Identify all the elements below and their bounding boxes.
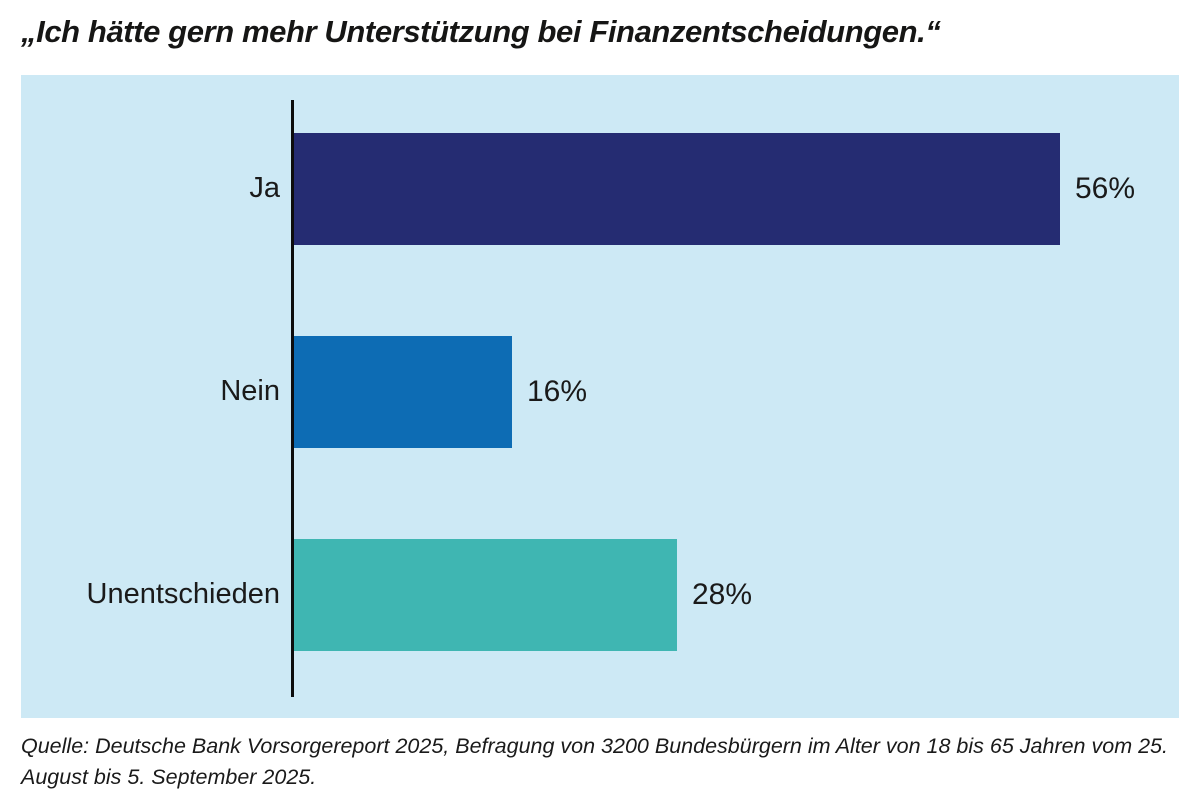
chart-row-nein: Nein 16% xyxy=(21,290,1179,493)
bar-unentschieden xyxy=(293,538,677,651)
chart-row-ja: Ja 56% xyxy=(21,87,1179,290)
chart-panel: Ja 56% Nein 16% Unentschieden 28% xyxy=(21,75,1179,718)
chart-title: „Ich hätte gern mehr Unterstützung bei F… xyxy=(21,14,941,49)
chart-rows: Ja 56% Nein 16% Unentschieden 28% xyxy=(21,87,1179,696)
value-label: 56% xyxy=(1075,171,1136,205)
bar-nein xyxy=(293,335,512,448)
value-label: 16% xyxy=(527,374,588,408)
value-label: 28% xyxy=(692,577,753,611)
source-note: Quelle: Deutsche Bank Vorsorgereport 202… xyxy=(21,734,1168,789)
bar-ja xyxy=(293,132,1060,245)
category-label: Nein xyxy=(220,375,280,407)
y-axis-line xyxy=(291,100,294,697)
category-label: Ja xyxy=(249,172,280,204)
category-label: Unentschieden xyxy=(86,578,280,610)
chart-row-unentschieden: Unentschieden 28% xyxy=(21,493,1179,696)
